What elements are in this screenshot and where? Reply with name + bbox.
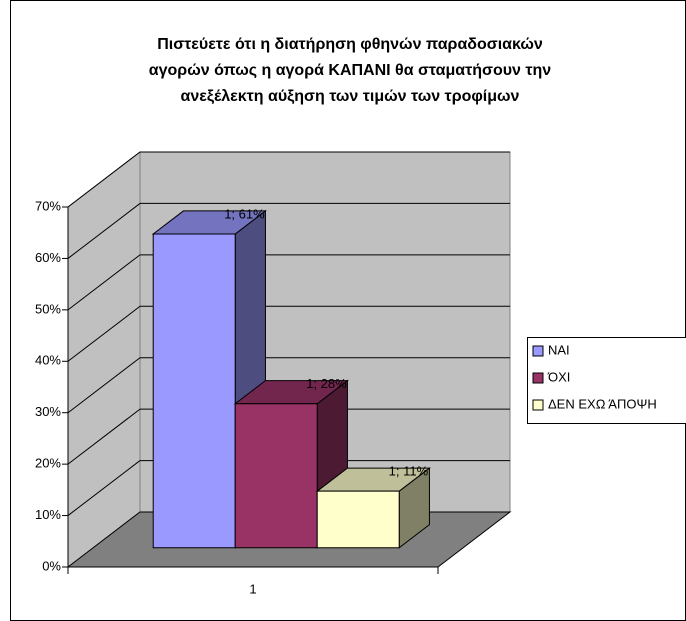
- data-label: 1; 11%: [389, 464, 429, 479]
- y-tick-label: 70%: [35, 198, 61, 213]
- legend-swatch: [532, 372, 544, 384]
- bar: [152, 233, 236, 549]
- y-tick-label: 20%: [35, 456, 61, 471]
- legend-label: ΔΕΝ ΕΧΩ ΆΠΟΨΗ: [548, 396, 657, 411]
- y-tick-label: 60%: [35, 250, 61, 265]
- grid-line: [67, 151, 141, 208]
- grid-line: [67, 305, 141, 362]
- legend-swatch: [532, 399, 544, 411]
- side-wall: [67, 150, 141, 569]
- legend: [527, 337, 686, 424]
- bar: [316, 490, 400, 549]
- chart-title: αγορών όπως η αγορά ΚΑΠΑΝΙ θα σταματήσου…: [149, 62, 551, 79]
- grid-line: [67, 408, 141, 465]
- grid-line: [67, 203, 141, 259]
- data-label: 1; 28%: [306, 376, 347, 391]
- y-tick-label: 10%: [35, 507, 61, 522]
- chart-title: Πιστεύετε ότι η διατήρηση φθηνών παραδοσ…: [157, 36, 543, 53]
- grid-line: [67, 357, 141, 414]
- legend-label: ΌΧΙ: [547, 369, 570, 384]
- x-tick-label: 1: [249, 581, 256, 596]
- grid-line: [67, 460, 141, 516]
- chart-title: ανεξέλεκτη αύξηση των τιμών των τροφίμων: [181, 88, 520, 105]
- legend-swatch: [532, 345, 544, 357]
- grid-line: [67, 254, 141, 311]
- data-label: 1; 61%: [224, 206, 265, 221]
- y-tick-label: 40%: [35, 353, 61, 368]
- y-tick-label: 0%: [42, 558, 61, 573]
- y-tick-label: 50%: [35, 301, 61, 316]
- bar: [234, 403, 318, 549]
- legend-label: ΝΑΙ: [548, 342, 570, 357]
- y-tick-label: 30%: [35, 404, 61, 419]
